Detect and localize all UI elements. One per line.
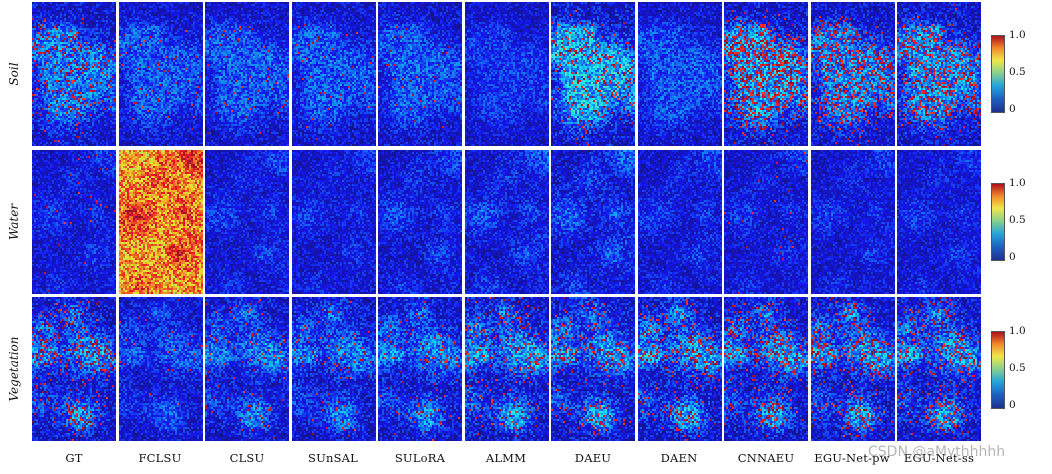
abundance-map-image: [291, 150, 376, 294]
abundance-map-image: [32, 150, 116, 294]
colorbar-vegetation: [991, 331, 1005, 409]
colorbar-vegetation-tick-mid: 0.5: [1009, 362, 1026, 374]
colorbar-vegetation-tick-min: 0: [1009, 399, 1016, 411]
col-label-daeu: DAEU: [574, 451, 612, 465]
abundance-map-image: [464, 2, 549, 146]
abundance-map-tile: [810, 2, 895, 146]
colorbar-vegetation-tick-max: 1.0: [1009, 325, 1026, 337]
col-label-clsu: CLSU: [229, 451, 265, 465]
abundance-map-image: [291, 297, 376, 441]
abundance-map-image: [551, 297, 635, 441]
abundance-map-tile: [291, 2, 376, 146]
abundance-map-image: [464, 297, 549, 441]
abundance-map-grid: [32, 2, 984, 442]
abundance-map-tile: [32, 150, 116, 294]
row-label-vegetation-text: Vegetation: [7, 336, 21, 402]
abundance-map-image: [551, 150, 635, 294]
abundance-map-tile: [118, 150, 203, 294]
abundance-map-tile: [637, 2, 722, 146]
abundance-map-tile: [32, 2, 116, 146]
abundance-map-image: [378, 297, 462, 441]
row-label-water: Water: [2, 150, 26, 294]
abundance-map-image: [897, 150, 981, 294]
abundance-map-tile: [810, 150, 895, 294]
abundance-map-image: [810, 150, 895, 294]
abundance-map-image: [291, 2, 376, 146]
abundance-map-image: [118, 150, 203, 294]
colorbar-soil: [991, 35, 1005, 113]
col-label-daen: DAEN: [660, 451, 698, 465]
row-label-water-text: Water: [7, 203, 21, 241]
abundance-map-tile: [897, 2, 981, 146]
colorbar-soil-tick-min: 0: [1009, 103, 1016, 115]
abundance-map-image: [724, 297, 808, 441]
abundance-map-image: [551, 2, 635, 146]
col-label-almm: ALMM: [485, 451, 527, 465]
abundance-map-tile: [205, 2, 289, 146]
abundance-map-image: [724, 150, 808, 294]
abundance-map-image: [32, 297, 116, 441]
abundance-map-tile: [637, 297, 722, 441]
abundance-map-image: [637, 297, 722, 441]
abundance-map-tile: [205, 297, 289, 441]
abundance-map-tile: [637, 150, 722, 294]
abundance-map-image: [118, 297, 203, 441]
col-label-gt: GT: [65, 451, 83, 465]
col-label-sulora: SULoRA: [394, 451, 446, 465]
abundance-map-image: [724, 2, 808, 146]
abundance-map-tile: [378, 2, 462, 146]
abundance-map-tile: [464, 2, 549, 146]
abundance-map-image: [464, 150, 549, 294]
colorbar-water: [991, 183, 1005, 261]
abundance-map-tile: [205, 150, 289, 294]
abundance-map-image: [378, 150, 462, 294]
abundance-map-tile: [32, 297, 116, 441]
abundance-map-tile: [291, 150, 376, 294]
colorbar-water-tick-max: 1.0: [1009, 177, 1026, 189]
abundance-map-image: [810, 297, 895, 441]
abundance-map-image: [205, 2, 289, 146]
abundance-map-tile: [897, 297, 981, 441]
abundance-map-tile: [378, 297, 462, 441]
abundance-map-tile: [551, 150, 635, 294]
abundance-map-tile: [118, 2, 203, 146]
abundance-map-tile: [724, 297, 808, 441]
abundance-map-image: [637, 150, 722, 294]
colorbar-water-tick-mid: 0.5: [1009, 214, 1026, 226]
abundance-map-image: [205, 297, 289, 441]
abundance-map-image: [118, 2, 203, 146]
abundance-map-tile: [291, 297, 376, 441]
abundance-map-image: [378, 2, 462, 146]
abundance-map-tile: [897, 150, 981, 294]
abundance-map-image: [897, 2, 981, 146]
colorbar-soil-tick-max: 1.0: [1009, 29, 1026, 41]
row-label-soil: Soil: [2, 2, 26, 146]
abundance-map-image: [205, 150, 289, 294]
row-label-soil-text: Soil: [7, 62, 21, 86]
row-label-vegetation: Vegetation: [2, 297, 26, 441]
colorbar-water-tick-min: 0: [1009, 251, 1016, 263]
col-label-fclsu: FCLSU: [138, 451, 182, 465]
abundance-map-tile: [724, 2, 808, 146]
abundance-map-tile: [810, 297, 895, 441]
col-label-egu-net-ss: EGU-Net-ss: [903, 451, 975, 465]
abundance-map-image: [32, 2, 116, 146]
abundance-map-tile: [464, 150, 549, 294]
watermark: CSDN @aMythhhhh: [868, 444, 1006, 460]
abundance-map-tile: [464, 297, 549, 441]
col-label-cnnaeu: CNNAEU: [737, 451, 795, 465]
col-label-egu-net-pw: EGU-Net-pw: [814, 451, 890, 465]
col-label-sunsal: SUnSAL: [308, 451, 358, 465]
abundance-map-image: [637, 2, 722, 146]
abundance-map-tile: [551, 2, 635, 146]
abundance-map-image: [897, 297, 981, 441]
abundance-map-image: [810, 2, 895, 146]
abundance-map-tile: [118, 297, 203, 441]
abundance-map-tile: [378, 150, 462, 294]
abundance-map-tile: [724, 150, 808, 294]
colorbar-soil-tick-mid: 0.5: [1009, 66, 1026, 78]
abundance-map-tile: [551, 297, 635, 441]
